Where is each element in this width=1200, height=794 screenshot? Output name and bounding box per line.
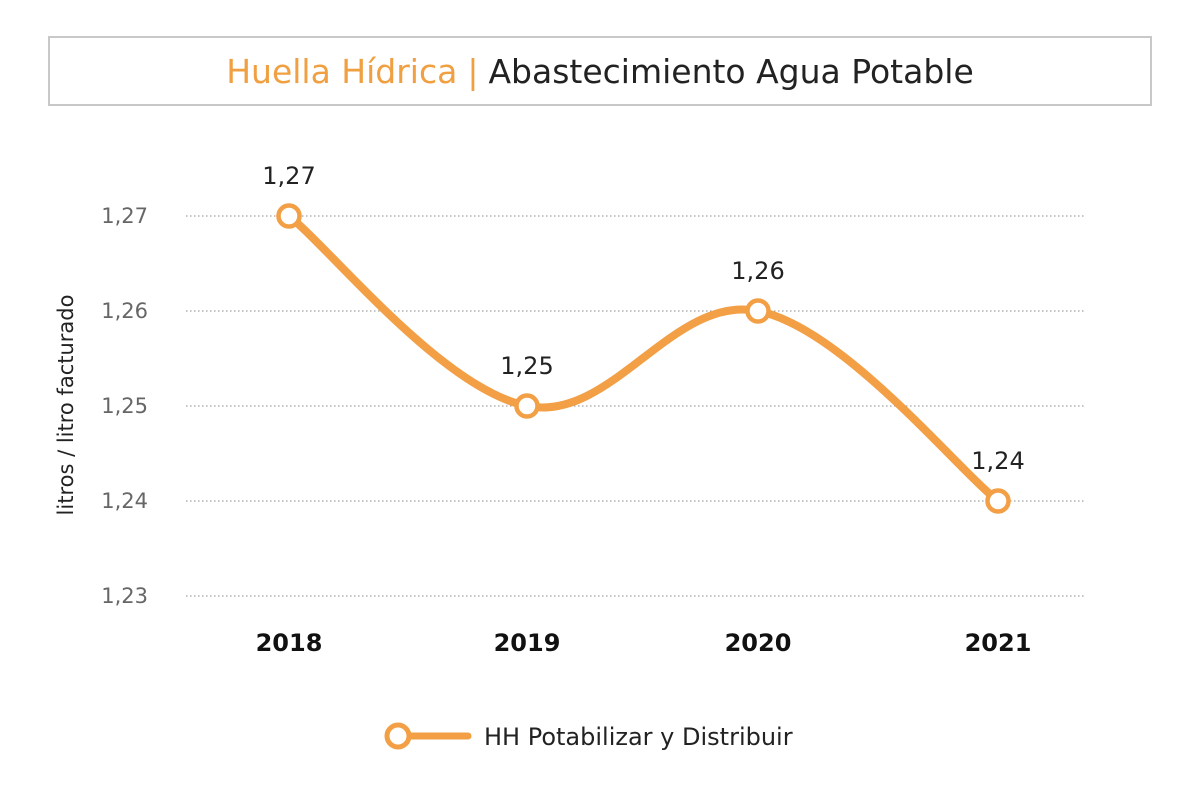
- chart-title-sub: Abastecimiento Agua Potable: [488, 51, 974, 91]
- legend-series-label: HH Potabilizar y Distribuir: [484, 723, 793, 751]
- chart-title-main: Huella Hídrica: [226, 51, 458, 91]
- legend: HH Potabilizar y Distribuir: [384, 722, 793, 751]
- data-label: 1,27: [262, 162, 315, 190]
- series-line: [285, 212, 1002, 505]
- series-layer: 1,27 1,25 1,26 1,24: [262, 162, 1025, 514]
- y-tick-label: 1,26: [101, 299, 148, 323]
- x-tick-label: 2018: [256, 629, 323, 657]
- data-label: 1,26: [731, 257, 784, 285]
- data-point: [745, 298, 771, 324]
- y-tick-label: 1,27: [101, 204, 148, 228]
- y-tick-label: 1,25: [101, 394, 148, 418]
- data-point: [514, 393, 540, 419]
- y-tick-label: 1,23: [101, 584, 148, 608]
- grid-layer: [186, 215, 1084, 597]
- y-tick-label: 1,24: [101, 489, 148, 513]
- data-label: 1,25: [500, 352, 553, 380]
- data-point: [985, 488, 1011, 514]
- data-label: 1,24: [971, 447, 1024, 475]
- y-axis-label: litros / litro facturado: [54, 295, 78, 516]
- x-tick-label: 2019: [494, 629, 561, 657]
- data-point: [276, 203, 302, 229]
- x-category-labels: 2018 2019 2020 2021: [256, 629, 1032, 657]
- x-tick-label: 2020: [725, 629, 792, 657]
- legend-marker-swatch: [384, 722, 412, 750]
- chart-title-box: Huella Hídrica | Abastecimiento Agua Pot…: [48, 36, 1152, 106]
- chart-title-separator: |: [467, 51, 479, 91]
- x-tick-label: 2021: [965, 629, 1032, 657]
- y-tick-labels: 1,27 1,26 1,25 1,24 1,23: [101, 204, 148, 608]
